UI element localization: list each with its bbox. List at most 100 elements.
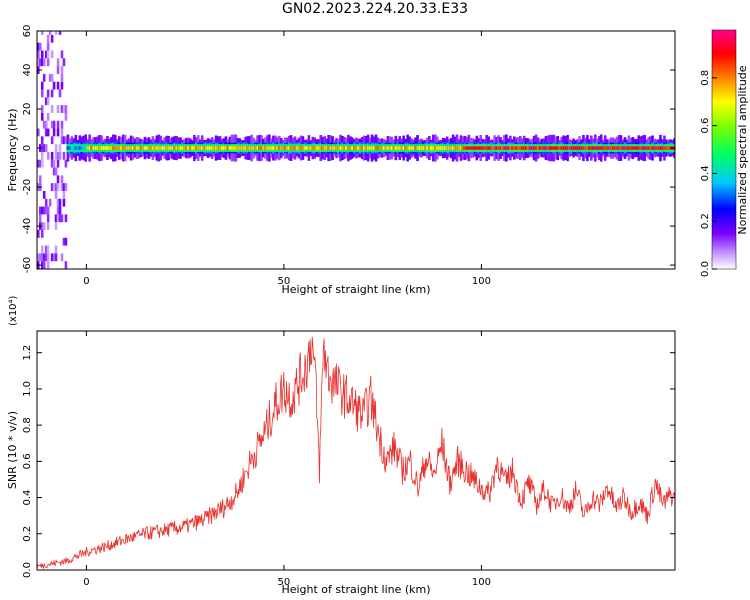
heatmap-cell [114,146,117,150]
heatmap-cell [580,146,583,150]
heatmap-cell [248,146,251,150]
heatmap-cell [38,206,42,215]
heatmap-cell [386,146,390,150]
heatmap-cell [661,146,664,150]
heatmap-cell [198,146,202,150]
heatmap-cell [167,146,170,150]
heatmap-cell [38,214,42,223]
heatmap-cell [595,146,599,150]
heatmap-cell [400,146,404,150]
heatmap-cell [52,81,56,90]
heatmap-cell [58,206,62,215]
heatmap-cell [434,146,437,150]
heatmap-cell [90,146,93,150]
heatmap-cell [64,183,68,191]
heatmap-cell [396,146,400,150]
colorbar-tick-label: 0.8 [700,70,711,86]
heatmap-cell [54,167,58,176]
heatmap-cell [206,146,210,150]
heatmap-cell [171,146,174,150]
heatmap-cell [58,144,62,152]
heatmap-cell [60,136,64,145]
heatmap-cell [179,146,182,150]
heatmap-cell [495,146,498,150]
heatmap-cell [60,81,64,90]
heatmap-cell [54,31,58,35]
heatmap-cell [291,146,295,150]
heatmap-cell [52,253,56,262]
heatmap-cell [46,222,50,230]
heatmap-cell [465,146,469,150]
heatmap-cell [40,31,44,35]
heatmap-cell [147,146,151,150]
heatmap-cell [538,146,542,150]
heatmap-cell [189,146,192,150]
heatmap-cell [50,151,54,160]
heatmap-cell [252,146,255,150]
heatmap-cell [46,58,50,67]
heatmap-cell [562,146,565,150]
heatmap-cell [307,146,311,150]
heatmap-cell [576,146,579,150]
heatmap-cell [333,146,336,150]
heatmap-cell [42,73,46,82]
y-tick-label: 20 [22,103,33,116]
heatmap-cell [64,237,68,246]
heatmap-cell [313,146,317,150]
heatmap-cell [56,198,60,207]
heatmap-cell [185,146,188,150]
heatmap-cell [40,58,44,67]
heatmap-cell [360,146,364,150]
heatmap-cell [78,146,82,150]
colorbar: 0.0 0.2 0.4 0.6 0.8 Normalized spectral ampl… [700,29,749,277]
heatmap-cell [364,146,368,150]
heatmap-cell [303,146,307,150]
heatmap-cell [42,253,46,262]
heatmap-cell [110,146,113,150]
heatmap-cell [62,58,66,67]
heatmap-cell [441,146,445,150]
heatmap-cell [112,146,115,150]
y-tick-label: 40 [22,64,33,77]
heatmap-cell [625,146,629,150]
heatmap-cell [62,198,66,207]
snr-y-axis-label: SNR (10 * v/v) [6,411,19,489]
heatmap-cell [62,105,66,113]
snr-series-line [37,336,675,570]
heatmap-cell [507,146,510,150]
heatmap-cell [58,214,62,223]
heatmap-cell [404,146,407,150]
heatmap-cell [226,146,230,150]
heatmap-cell [74,146,78,150]
heatmap-cell [372,146,376,150]
heatmap-cell [46,42,50,51]
heatmap-cell [649,146,652,150]
heatmap-cell [187,146,190,150]
heatmap-cell [276,146,279,150]
heatmap-cell [40,144,44,152]
heatmap-cell [631,146,635,150]
heatmap-cell [524,146,528,150]
heatmap-cell [439,146,443,150]
heatmap-cell [155,146,159,150]
heatmap-cell [60,128,64,137]
heatmap-cell [408,146,411,150]
heatmap-cell [264,146,267,150]
heatmap-cell [301,146,305,150]
heatmap-cell [461,146,465,150]
heatmap-cell [60,73,64,82]
heatmap-cell [398,146,402,150]
y-tick-label: 0.0 [22,562,33,578]
heatmap-cell [204,146,208,150]
heatmap-cell [56,128,60,137]
heatmap-cell [534,146,538,150]
heatmap-cell [40,253,44,262]
heatmap-cell [449,146,453,150]
heatmap-cell [212,146,216,150]
heatmap-cell [42,190,46,199]
heatmap-cell [125,146,129,150]
heatmap-cell [44,198,48,207]
heatmap-cell [117,146,121,150]
heatmap-cell [260,146,263,150]
